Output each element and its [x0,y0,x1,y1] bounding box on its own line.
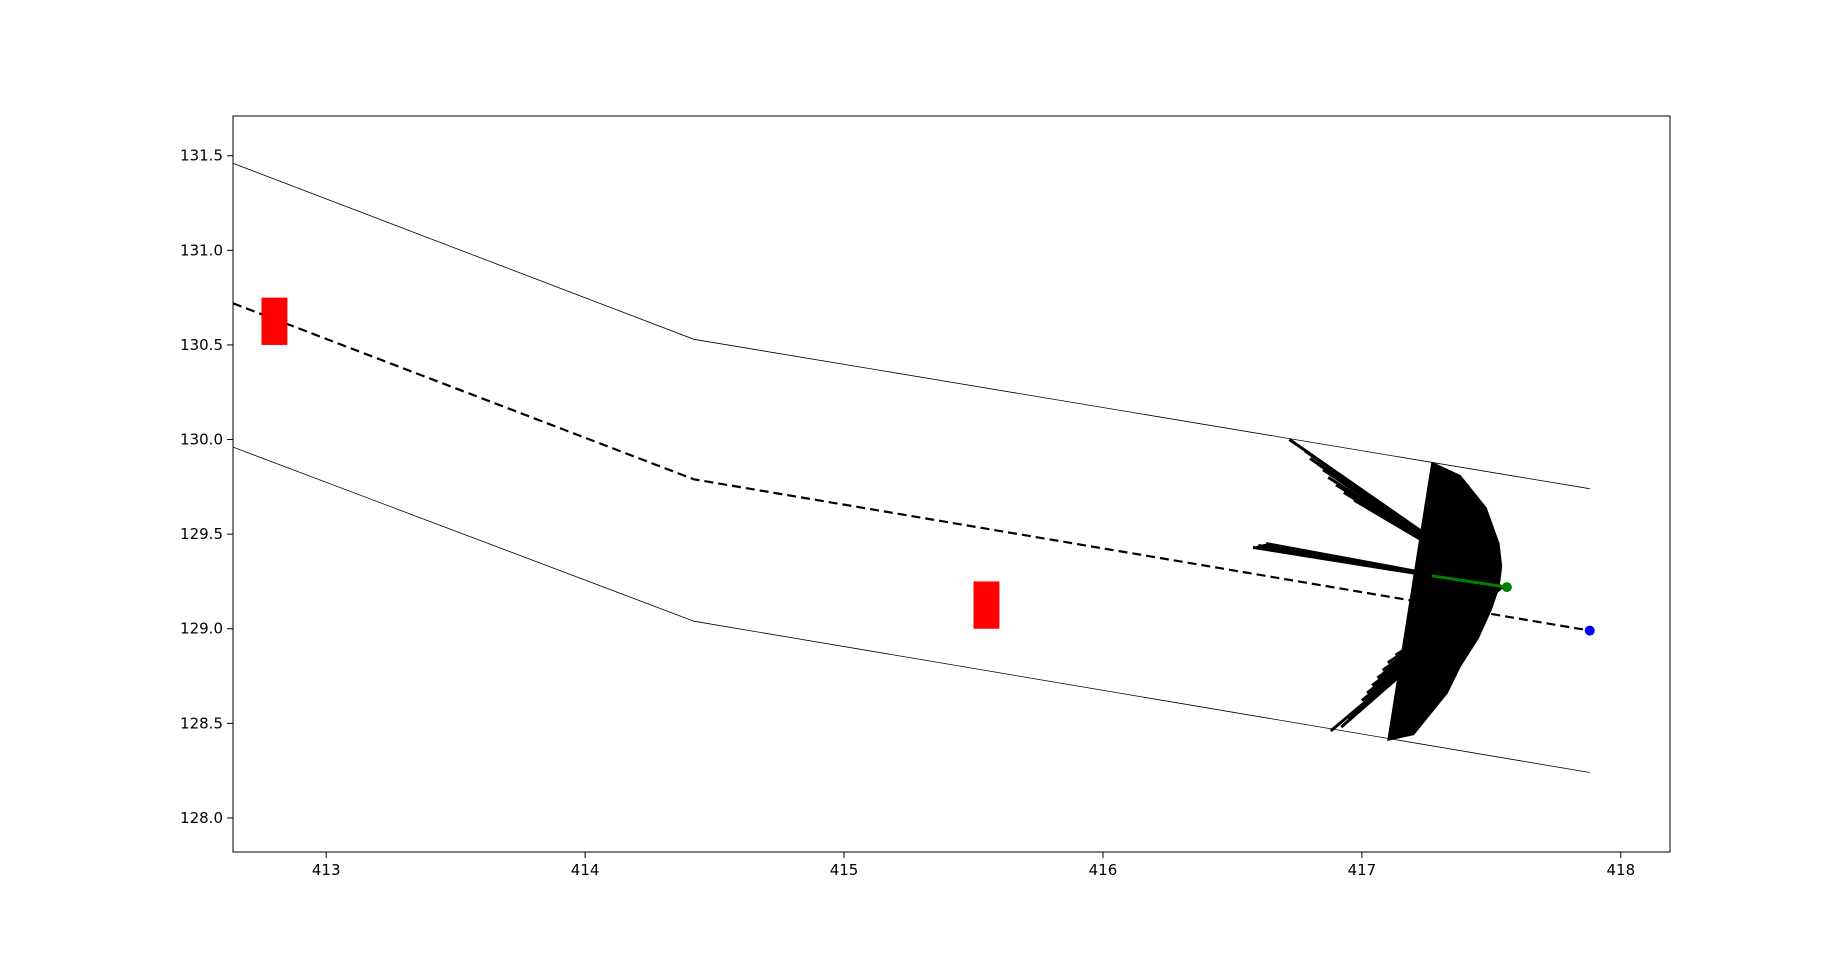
obstacles [261,297,1000,629]
y-tick-label-130.5: 130.5 [180,336,223,354]
y-tick-label-131.5: 131.5 [180,147,223,165]
y-tick-label-131.0: 131.0 [180,241,223,259]
boundary-lower-line [233,446,1590,773]
sample-trajectory-upper-15 [1430,536,1503,589]
y-tick-label-129.5: 129.5 [180,525,223,543]
x-tick-label-415: 415 [830,861,859,879]
start-point [1501,582,1512,593]
plot-area [233,162,1595,773]
goal-point [1584,625,1595,636]
x-axis: 413 414 415 416 417 418 [312,852,1635,879]
y-tick-label-130.0: 130.0 [180,431,223,449]
sample-envelope [1387,461,1503,742]
boundary-upper-line [233,162,1590,490]
y-tick-label-128.0: 128.0 [180,809,223,827]
y-tick-label-128.5: 128.5 [180,714,223,732]
best-trajectory-line [1431,574,1508,589]
best-trajectory [1431,574,1508,589]
reference-path [233,302,1590,632]
x-tick-label-417: 417 [1348,861,1377,879]
axes-frame [232,115,1671,853]
y-axis: 128.0 128.5 129.0 129.5 130.0 130.5 131.0 131.5 [180,147,233,827]
sampled-trajectories [1252,438,1503,742]
sample-trajectory-lower-13 [1412,585,1503,644]
obstacle-2 [973,581,1000,629]
reference-path-line [233,302,1590,632]
x-tick-label-418: 418 [1606,861,1635,879]
x-tick-label-414: 414 [571,861,600,879]
key-points [1501,582,1595,636]
x-tick-label-413: 413 [312,861,341,879]
y-tick-label-129.0: 129.0 [180,620,223,638]
obstacle-1 [261,297,288,345]
x-tick-label-416: 416 [1089,861,1118,879]
